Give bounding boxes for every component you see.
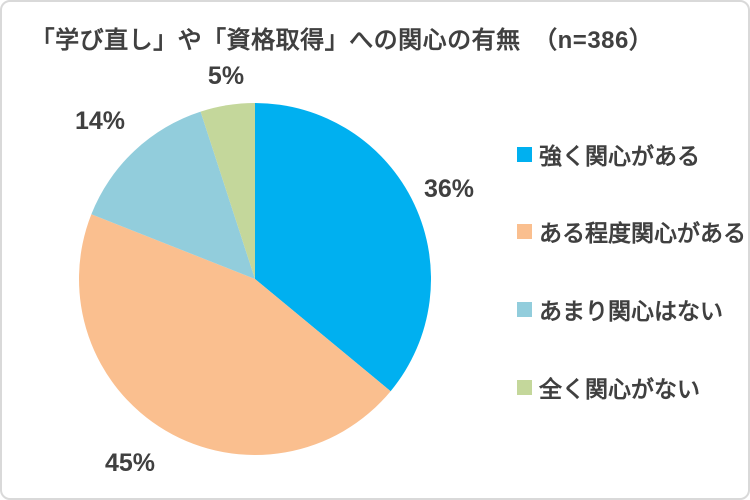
pie-percent-label-little-interest: 14% — [74, 107, 126, 135]
legend-label-some-interest: ある程度関心がある — [539, 220, 746, 246]
legend-swatch-icon-little-interest — [517, 301, 532, 317]
pie-slice-0 — [255, 103, 432, 392]
pie-slice-2 — [91, 111, 255, 279]
pie-percent-label-some-interest: 45% — [104, 449, 156, 477]
legend-item-strong-interest: 強く関心がある — [517, 139, 700, 169]
legend-item-some-interest: ある程度関心がある — [517, 216, 746, 246]
legend-item-no-interest: 全く関心がない — [517, 372, 700, 402]
legend-item-little-interest: あまり関心はない — [517, 294, 723, 324]
legend-swatch-icon-no-interest — [517, 379, 532, 395]
legend-swatch-icon-strong-interest — [517, 146, 532, 162]
pie-slice-3 — [200, 103, 255, 279]
pie-slice-1 — [78, 214, 391, 456]
legend-label-strong-interest: 強く関心がある — [539, 143, 700, 169]
legend-label-no-interest: 全く関心がない — [539, 376, 700, 402]
legend-label-little-interest: あまり関心はない — [539, 298, 723, 324]
pie-percent-label-strong-interest: 36% — [423, 175, 475, 203]
pie-percent-label-no-interest: 5% — [207, 62, 245, 90]
legend-swatch-icon-some-interest — [517, 223, 532, 239]
chart-title: 「学び直し」や「資格取得」への関心の有無 （n=386） — [30, 27, 654, 54]
